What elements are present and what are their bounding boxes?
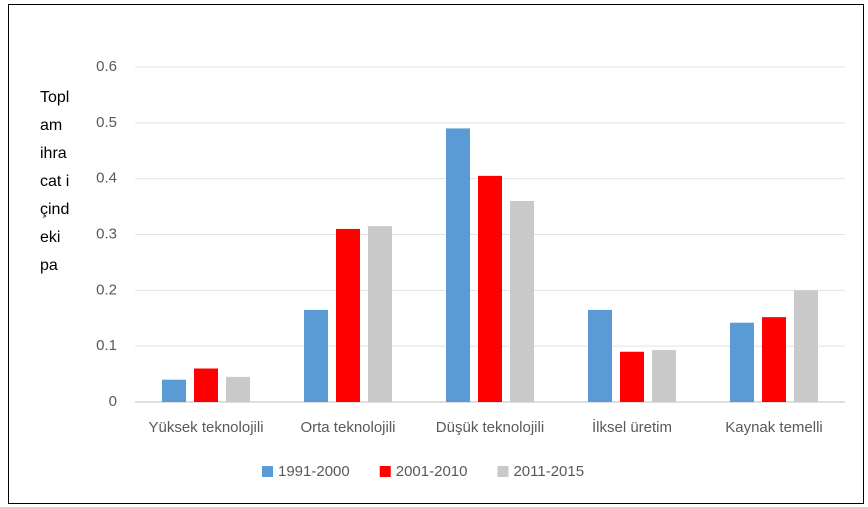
frame <box>8 4 864 504</box>
x-tick-label: Düşük teknolojili <box>436 419 544 436</box>
y-axis-label: Toplam ihracat içindeki pa <box>40 89 70 274</box>
x-tick-label: Yüksek teknolojili <box>148 419 263 436</box>
bar <box>620 351 644 402</box>
legend-swatch <box>497 466 509 477</box>
bar <box>194 368 218 402</box>
bar <box>478 175 502 402</box>
bar <box>588 309 612 402</box>
legend-swatch <box>262 466 273 477</box>
legend-label: 1991-2000 <box>278 463 350 480</box>
bar <box>446 128 470 402</box>
y-tick-label: 0.2 <box>96 281 117 298</box>
bar <box>730 322 754 402</box>
legend-label: 2011-2015 <box>513 463 584 480</box>
bar <box>226 376 250 402</box>
y-tick-label: 0 <box>109 393 117 410</box>
legend-swatch <box>379 466 391 477</box>
bar <box>762 317 786 402</box>
bar <box>336 228 360 402</box>
bar <box>304 309 328 402</box>
x-tick-label: Orta teknolojili <box>300 419 395 436</box>
y-tick-label: 0.5 <box>96 114 117 131</box>
x-tick-label: Kaynak temelli <box>725 419 823 436</box>
y-tick-label: 0.6 <box>96 58 117 75</box>
legend-label: 2001-2010 <box>396 463 468 480</box>
y-tick-label: 0.3 <box>96 225 117 242</box>
bar <box>794 290 818 402</box>
bar <box>652 350 676 402</box>
bar <box>510 201 534 402</box>
bar <box>368 226 392 402</box>
bar <box>162 379 186 402</box>
y-tick-label: 0.4 <box>96 170 117 187</box>
y-tick-label: 0.1 <box>96 337 117 354</box>
x-tick-label: İlksel üretim <box>592 418 672 436</box>
